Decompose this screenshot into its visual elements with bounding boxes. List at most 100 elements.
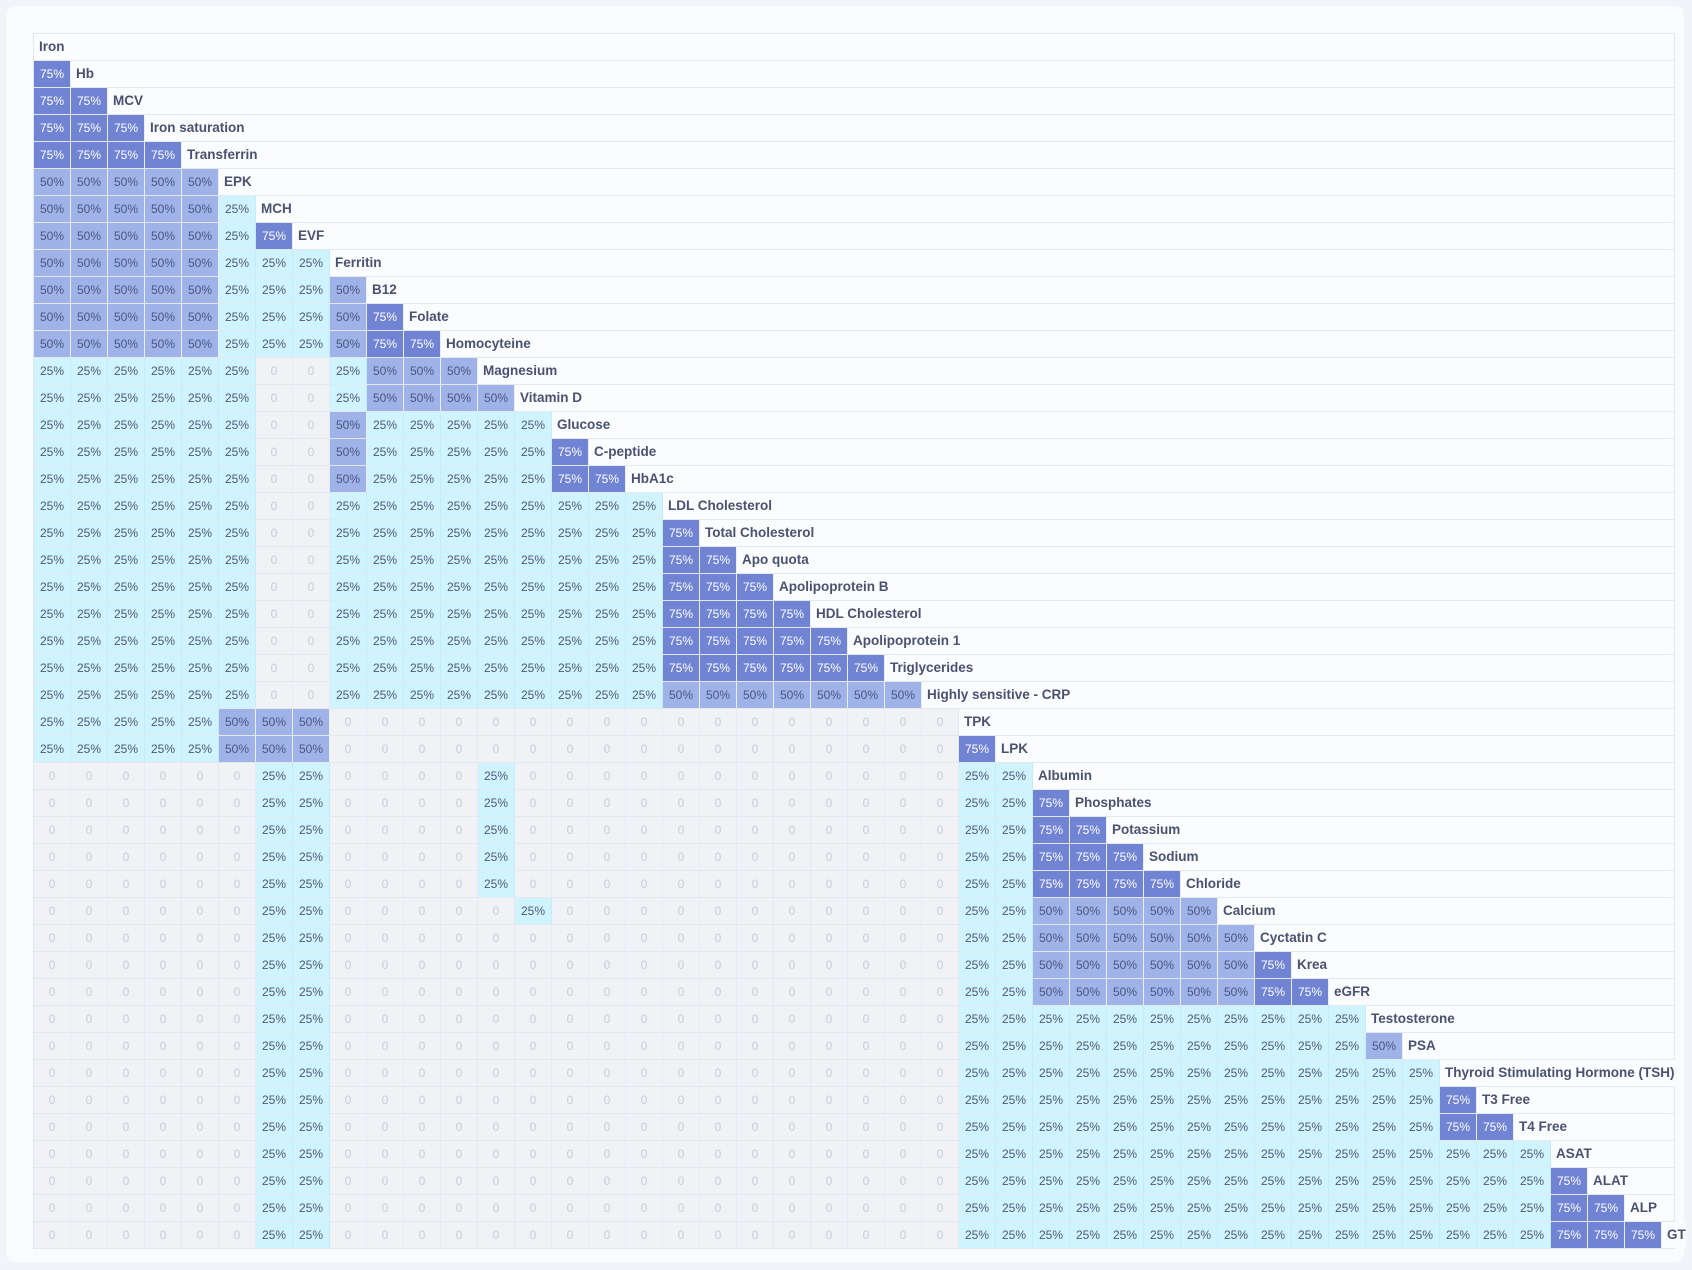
matrix-cell: 25%: [145, 682, 182, 708]
matrix-cell: 25%: [404, 466, 441, 492]
matrix-cell: 25%: [108, 628, 145, 654]
matrix-cell: 75%: [774, 655, 811, 681]
matrix-cell: 25%: [293, 979, 330, 1005]
matrix-cell: 0: [367, 1087, 404, 1113]
matrix-cell: 75%: [848, 655, 885, 681]
matrix-cell: 50%: [1366, 1033, 1403, 1059]
matrix-cell: 0: [219, 1114, 256, 1140]
matrix-cell: 25%: [441, 601, 478, 627]
matrix-row: 25% 25% 25% 25% 25% 50% 50% 50% 0 0 0 0 0 0 0 0 0 0 0 0 0 0 0 0…: [34, 736, 1674, 763]
matrix-cell: 50%: [71, 169, 108, 195]
matrix-cell: 0: [71, 871, 108, 897]
matrix-cell: 50%: [145, 250, 182, 276]
matrix-cell: 75%: [700, 547, 737, 573]
matrix-cell: 25%: [959, 790, 996, 816]
matrix-cell: 0: [848, 1168, 885, 1194]
matrix-cell: 50%: [1033, 979, 1070, 1005]
matrix-cell: 25%: [219, 196, 256, 222]
matrix-cell: 25%: [71, 628, 108, 654]
matrix-cell: 25%: [145, 547, 182, 573]
matrix-cell: 75%: [367, 304, 404, 330]
matrix-cell: 0: [441, 1033, 478, 1059]
matrix-cell: 75%: [737, 628, 774, 654]
matrix-cell: 25%: [293, 277, 330, 303]
matrix-cell: 0: [885, 1195, 922, 1221]
matrix-cell: 0: [848, 1141, 885, 1167]
matrix-cell: 0: [626, 817, 663, 843]
matrix-cell: 75%: [663, 628, 700, 654]
matrix-cell: 0: [441, 871, 478, 897]
matrix-cell: 0: [663, 1222, 700, 1248]
matrix-cell: 0: [811, 952, 848, 978]
matrix-cell: 25%: [1033, 1114, 1070, 1140]
matrix-cell: 0: [663, 709, 700, 735]
matrix-row: 0 0 0 0 0 0 25% 25% 0 0 0 0 25% 0 0 0 0 0 0 0 0 0 0 0 0 25% 25% 75%…: [34, 871, 1674, 898]
matrix-cell: 25%: [478, 817, 515, 843]
matrix-cell: 0: [885, 790, 922, 816]
matrix-cell: 0: [145, 871, 182, 897]
matrix-cell: 25%: [1440, 1141, 1477, 1167]
matrix-cell: 0: [367, 709, 404, 735]
matrix-cell: 0: [626, 736, 663, 762]
matrix-cell: 25%: [1366, 1222, 1403, 1248]
matrix-cell: 0: [774, 1141, 811, 1167]
matrix-cell: 50%: [1033, 898, 1070, 924]
matrix-cell: 0: [737, 1222, 774, 1248]
matrix-cell: 0: [108, 1168, 145, 1194]
matrix-cell: 0: [441, 763, 478, 789]
matrix-cell: 0: [256, 493, 293, 519]
matrix-cell: 0: [182, 952, 219, 978]
matrix-cell: 25%: [996, 898, 1033, 924]
matrix-cell: 0: [737, 979, 774, 1005]
matrix-cell: 0: [441, 844, 478, 870]
matrix-cell: 25%: [1218, 1087, 1255, 1113]
matrix-cell: 25%: [441, 493, 478, 519]
matrix-cell: 0: [330, 1060, 367, 1086]
row-label: T3 Free: [1477, 1087, 1674, 1113]
matrix-cell: 25%: [478, 871, 515, 897]
matrix-cell: 50%: [1070, 925, 1107, 951]
matrix-cell: 25%: [1366, 1168, 1403, 1194]
matrix-cell: 0: [182, 1060, 219, 1086]
matrix-cell: 0: [145, 952, 182, 978]
matrix-cell: 25%: [1255, 1033, 1292, 1059]
matrix-cell: 0: [700, 844, 737, 870]
matrix-cell: 0: [256, 466, 293, 492]
matrix-cell: 75%: [1070, 844, 1107, 870]
matrix-cell: 25%: [959, 1222, 996, 1248]
matrix-cell: 0: [34, 1033, 71, 1059]
matrix-cell: 75%: [34, 142, 71, 168]
matrix-cell: 25%: [293, 763, 330, 789]
matrix-cell: 25%: [626, 574, 663, 600]
matrix-cell: 0: [737, 817, 774, 843]
matrix-cell: 25%: [1144, 1033, 1181, 1059]
matrix-cell: 25%: [34, 520, 71, 546]
matrix-cell: 0: [478, 1222, 515, 1248]
matrix-cell: 0: [71, 952, 108, 978]
matrix-cell: 0: [663, 898, 700, 924]
matrix-cell: 0: [922, 736, 959, 762]
matrix-cell: 25%: [959, 952, 996, 978]
matrix-cell: 0: [885, 709, 922, 735]
matrix-cell: 0: [108, 871, 145, 897]
row-label: B12: [367, 277, 1674, 303]
matrix-cell: 25%: [478, 493, 515, 519]
matrix-row: 0 0 0 0 0 0 25% 25% 0 0 0 0 0 0 0 0 0 0 0 0 0 0 0 0 0 25% 25% 25% 25…: [34, 1114, 1674, 1141]
matrix-cell: 50%: [367, 358, 404, 384]
matrix-cell: 25%: [108, 493, 145, 519]
matrix-cell: 75%: [1033, 790, 1070, 816]
matrix-cell: 0: [293, 628, 330, 654]
matrix-cell: 0: [182, 979, 219, 1005]
matrix-cell: 25%: [108, 385, 145, 411]
matrix-cell: 25%: [108, 547, 145, 573]
matrix-cell: 0: [71, 817, 108, 843]
matrix-cell: 0: [774, 1060, 811, 1086]
matrix-cell: 0: [811, 1141, 848, 1167]
matrix-cell: 25%: [71, 709, 108, 735]
matrix-cell: 25%: [293, 1114, 330, 1140]
row-label: HDL Cholesterol: [811, 601, 1674, 627]
matrix-cell: 0: [108, 1006, 145, 1032]
matrix-cell: 25%: [589, 547, 626, 573]
row-label: Chloride: [1181, 871, 1674, 897]
matrix-cell: 0: [71, 1060, 108, 1086]
